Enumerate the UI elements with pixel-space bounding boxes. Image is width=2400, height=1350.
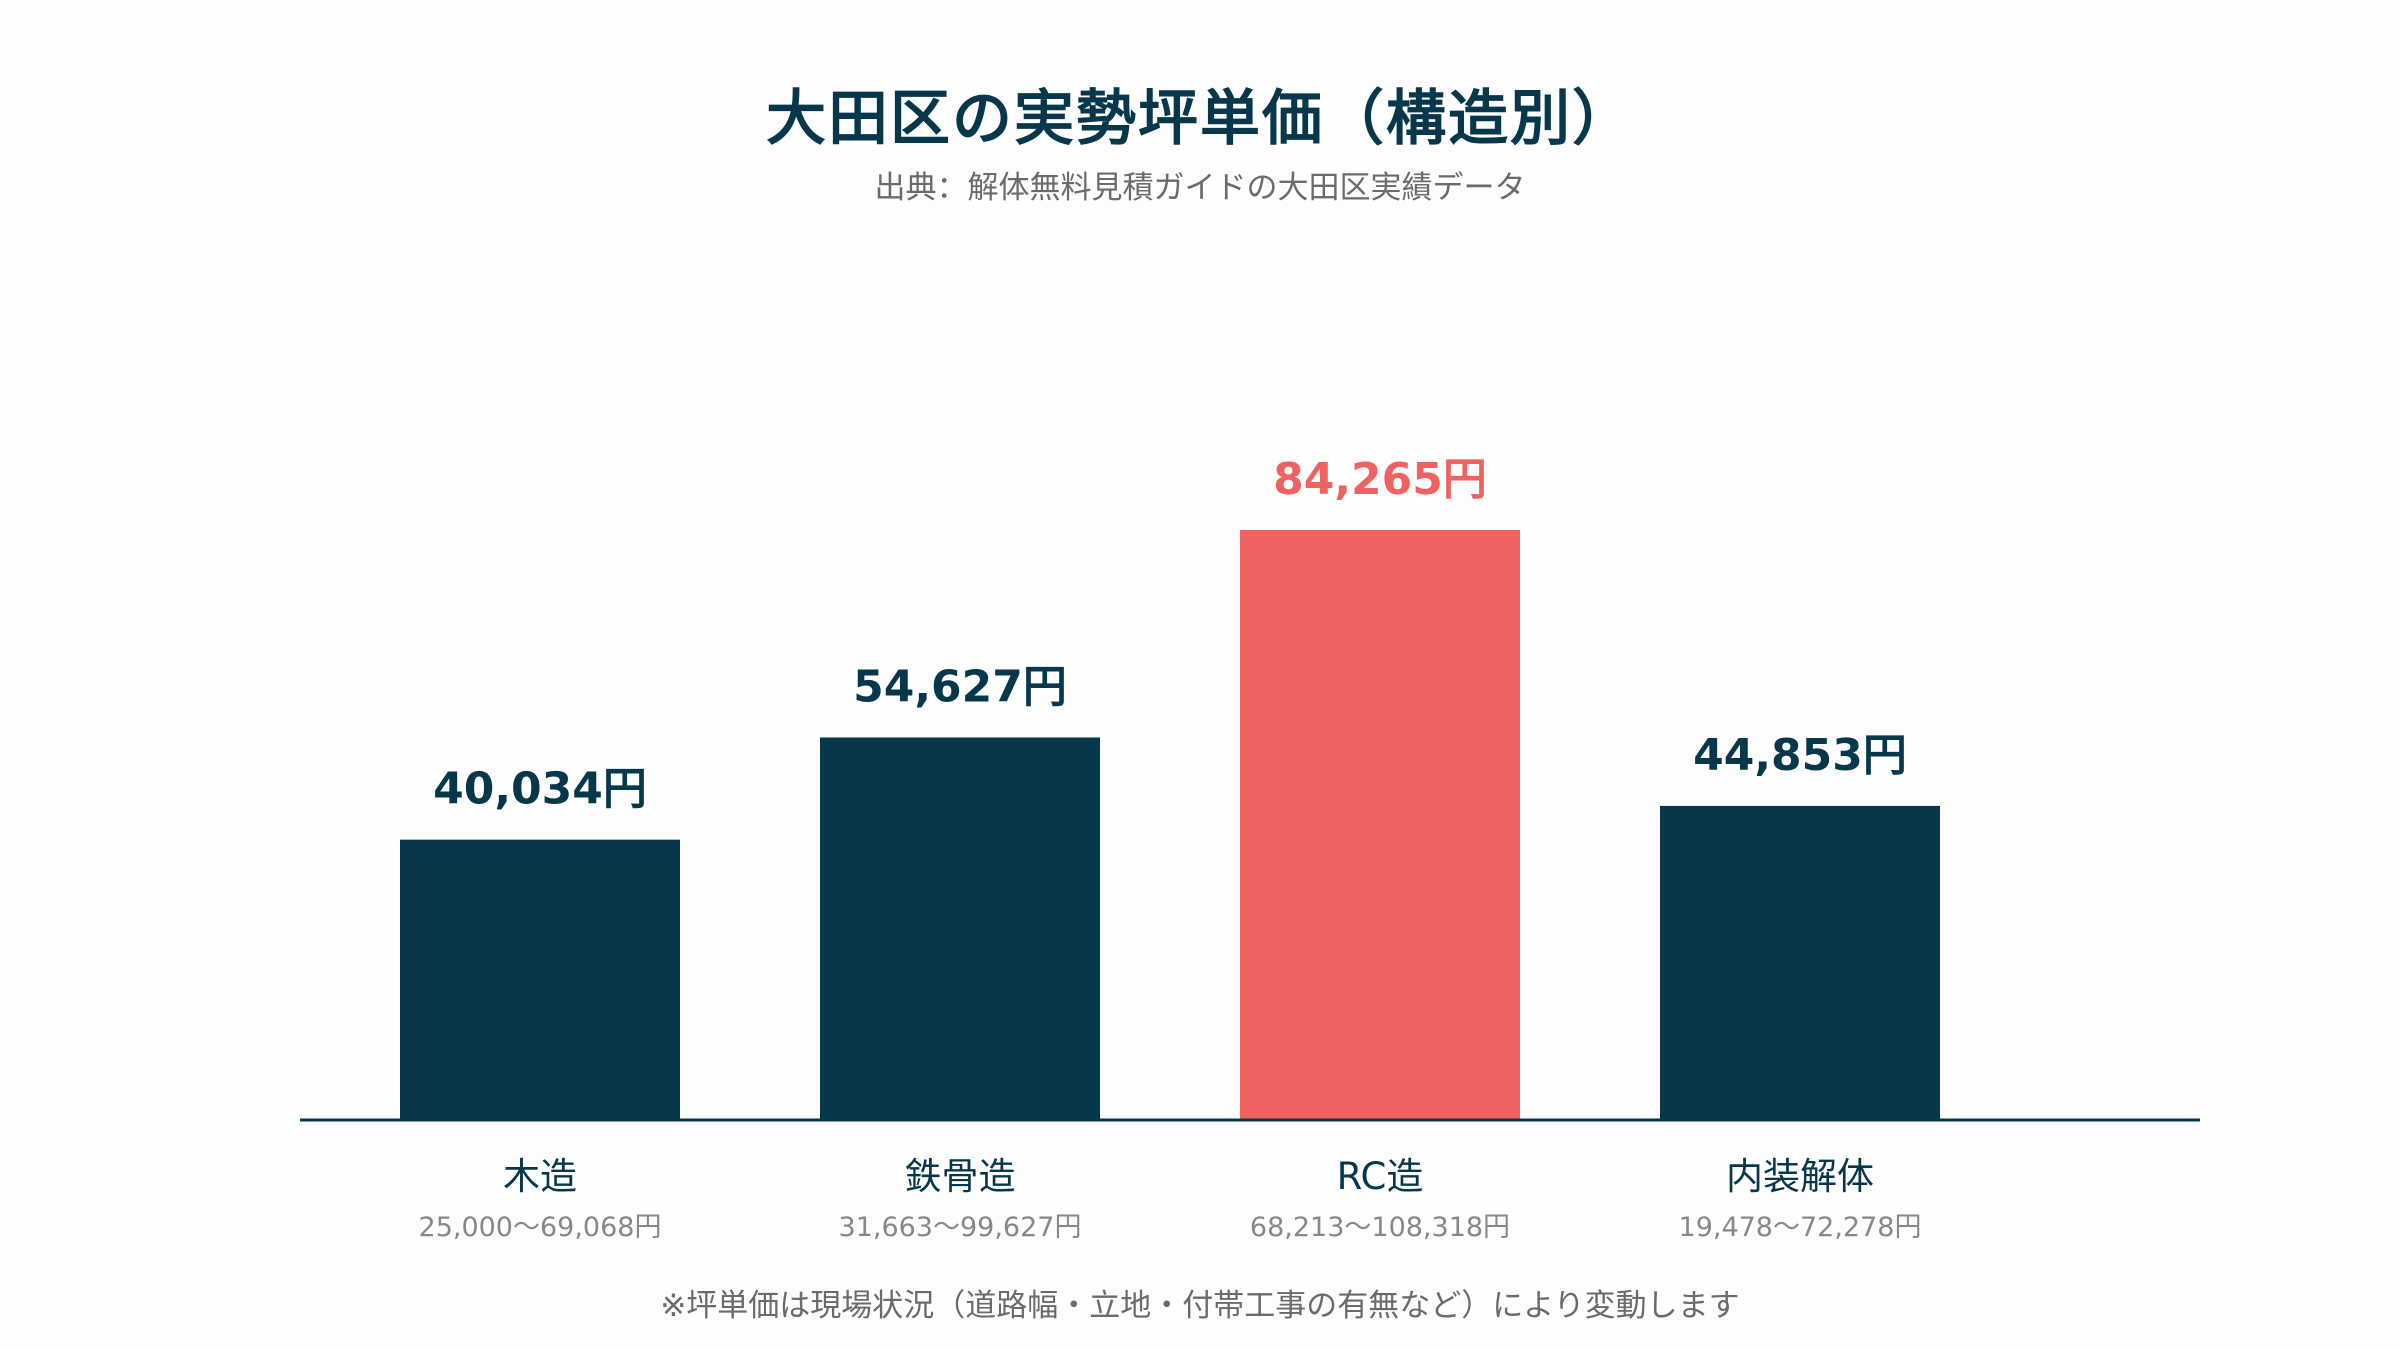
range-label-3: 68,213〜108,318円 xyxy=(1250,1212,1510,1243)
category-label-1: 木造 xyxy=(503,1155,577,1198)
value-label-2: 54,627円 xyxy=(853,661,1067,712)
category-label-2: 鉄骨造 xyxy=(905,1155,1016,1198)
bar-1 xyxy=(400,839,680,1120)
value-label-3: 84,265円 xyxy=(1273,454,1487,505)
value-label-4: 44,853円 xyxy=(1693,730,1907,781)
bar-4 xyxy=(1660,805,1940,1120)
chart-title: 大田区の実勢坪単価（構造別） xyxy=(766,84,1634,154)
footnote: ※坪単価は現場状況（道路幅・立地・付帯工事の有無など）により変動します xyxy=(660,1288,1740,1324)
range-label-2: 31,663〜99,627円 xyxy=(839,1212,1082,1243)
value-label-1: 40,034円 xyxy=(433,764,647,815)
bar-2 xyxy=(820,737,1100,1120)
range-label-4: 19,478〜72,278円 xyxy=(1679,1212,1922,1243)
category-label-4: 内装解体 xyxy=(1726,1155,1874,1198)
range-label-1: 25,000〜69,068円 xyxy=(419,1212,662,1243)
category-label-3: RC造 xyxy=(1337,1155,1424,1198)
bar-3 xyxy=(1240,529,1520,1120)
chart-subtitle: 出典：解体無料見積ガイドの大田区実績データ xyxy=(874,170,1526,206)
